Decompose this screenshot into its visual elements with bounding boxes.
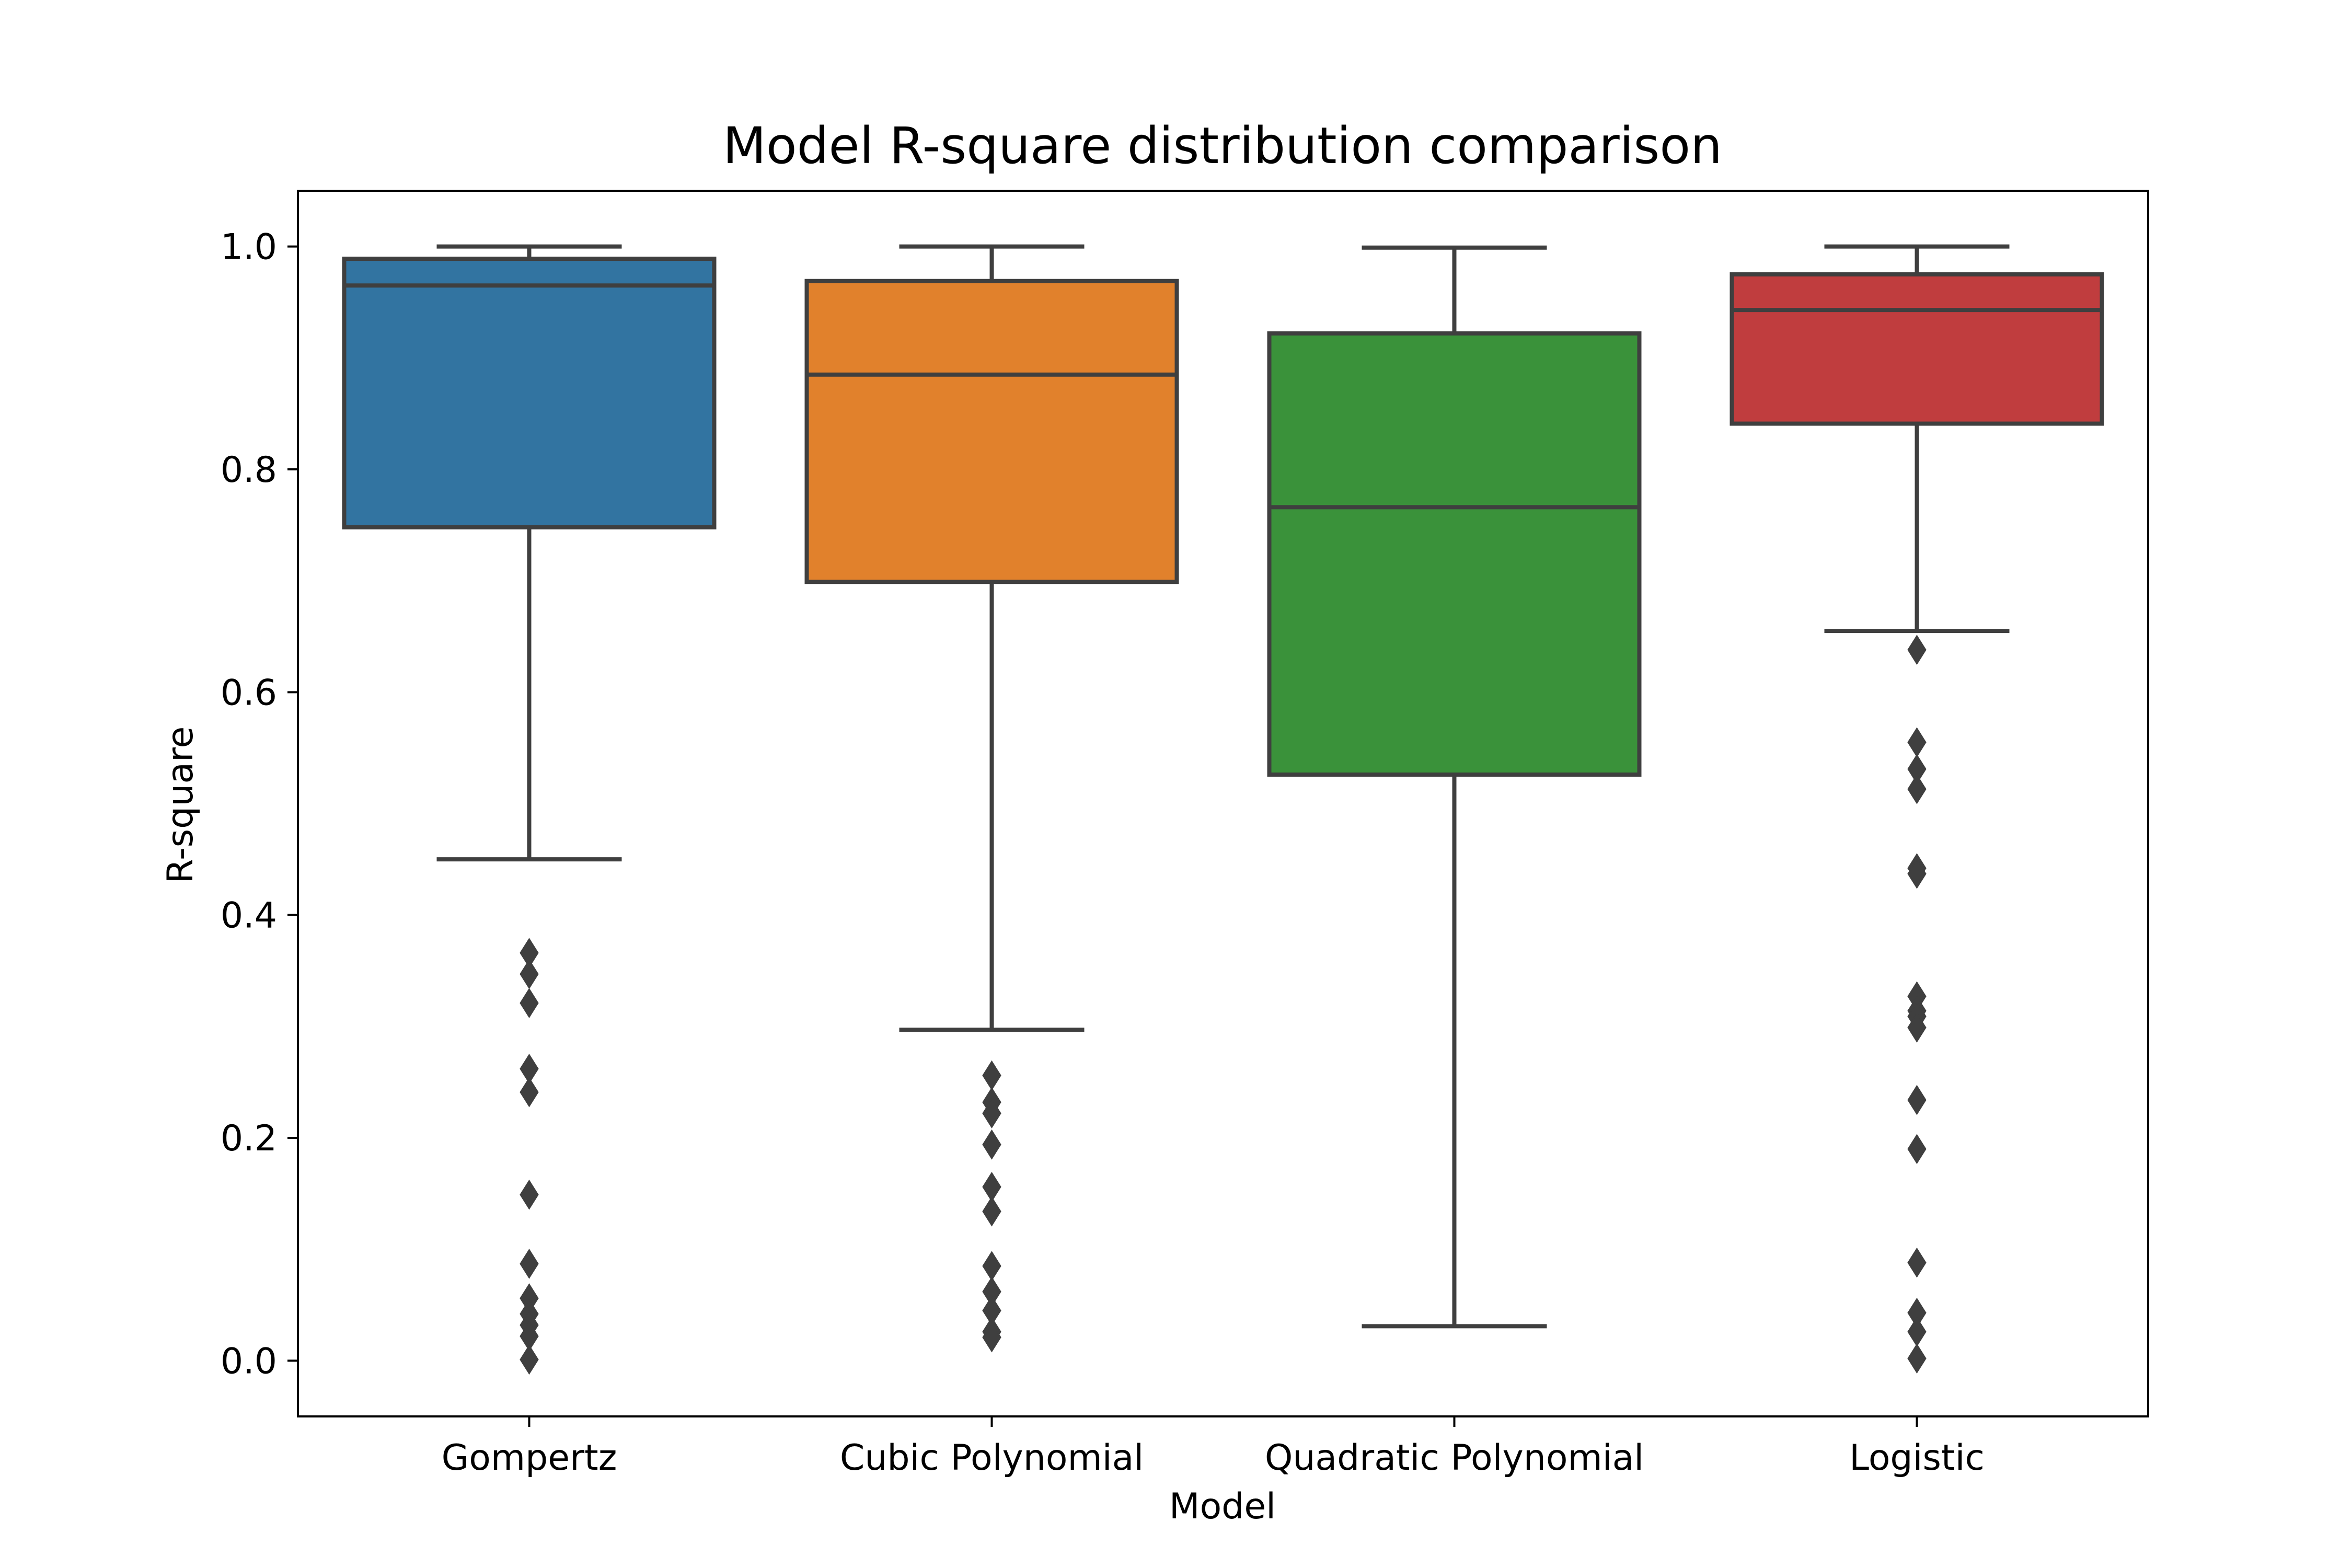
box-iqr — [804, 279, 1179, 584]
outlier-point — [1907, 635, 1927, 665]
outlier-point — [982, 1129, 1001, 1160]
chart-title: Model R-square distribution comparison — [723, 117, 1722, 175]
outlier-point — [982, 1322, 1001, 1353]
box-gompertz — [342, 244, 717, 1375]
y-tick-label: 1.0 — [221, 227, 277, 268]
axes-frame — [297, 190, 2149, 1417]
outlier-point — [520, 1077, 539, 1108]
plot-area — [342, 244, 2104, 1375]
x-tick-label: Gompertz — [442, 1437, 617, 1479]
y-tick-label: 0.0 — [221, 1341, 277, 1382]
y-tick-label: 0.4 — [221, 895, 277, 937]
y-axis: 0.0 0.2 0.4 0.6 0.8 1.0 — [221, 227, 298, 1382]
outlier-point — [982, 1098, 1001, 1129]
outlier-point — [520, 1179, 539, 1210]
outlier-point — [520, 1344, 539, 1375]
box-cubic-polynomial — [804, 244, 1179, 1353]
x-axis: Gompertz Cubic Polynomial Quadratic Polyno… — [442, 1416, 1985, 1479]
box-logistic — [1730, 244, 2104, 1374]
outlier-point — [1907, 1012, 1927, 1043]
box-iqr — [1267, 331, 1642, 777]
y-tick-label: 0.6 — [221, 672, 277, 713]
y-axis-label: R-square — [160, 727, 201, 884]
x-tick-label: Logistic — [1849, 1437, 1985, 1479]
outlier-point — [982, 1196, 1001, 1227]
outlier-point — [1907, 1247, 1927, 1278]
outlier-point — [1907, 1134, 1927, 1165]
outlier-point — [1907, 774, 1927, 804]
outlier-point — [520, 1249, 539, 1279]
outlier-point — [520, 988, 539, 1018]
outlier-point — [1907, 1343, 1927, 1374]
x-tick-label: Cubic Polynomial — [840, 1437, 1144, 1479]
y-tick-label: 0.8 — [221, 449, 277, 491]
box-iqr — [342, 257, 717, 529]
box-quadratic-polynomial — [1267, 245, 1642, 1329]
box-iqr — [1730, 272, 2104, 426]
x-axis-label: Model — [1169, 1486, 1276, 1527]
outlier-point — [1907, 1085, 1927, 1115]
outlier-point — [1907, 858, 1927, 889]
y-tick-label: 0.2 — [221, 1118, 277, 1159]
x-tick-label: Quadratic Polynomial — [1265, 1437, 1644, 1479]
